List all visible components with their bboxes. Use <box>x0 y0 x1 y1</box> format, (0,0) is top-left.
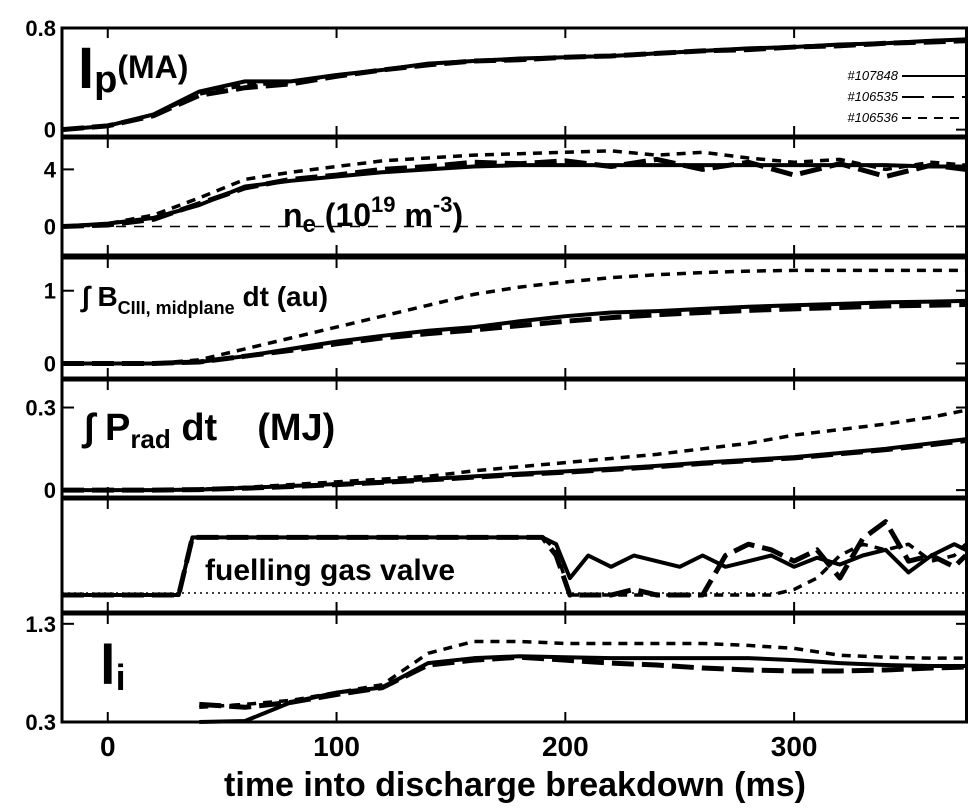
y-tick-label: 0 <box>44 118 56 143</box>
y-tick-label: 0 <box>44 351 56 376</box>
series-line <box>61 156 967 229</box>
series-line <box>199 639 966 710</box>
panel-label: li <box>100 633 126 698</box>
y-tick-label: 4 <box>44 157 57 182</box>
y-tick-label: 0 <box>44 478 56 503</box>
panel-label: fuelling gas valve <box>205 554 455 587</box>
panel-frame <box>60 378 968 499</box>
series-line <box>61 37 966 132</box>
panel-frame <box>60 612 968 724</box>
panel-label: ne (1019 m-3) <box>283 192 463 238</box>
y-tick-label: 1 <box>44 279 56 304</box>
panel-frame <box>60 256 968 380</box>
series-line <box>62 302 966 366</box>
series-line <box>61 38 966 133</box>
legend-label: #107848 <box>847 68 898 83</box>
series-line <box>62 408 967 492</box>
panel-label: ∫ Prad dt (MJ) <box>81 407 335 454</box>
x-tick-label: 300 <box>771 731 818 762</box>
series-line <box>62 519 968 598</box>
series-line <box>61 149 966 229</box>
legend-label: #106536 <box>847 110 898 125</box>
series-line <box>61 163 966 229</box>
y-tick-label: 0.3 <box>25 710 56 735</box>
panel-frame <box>60 497 968 614</box>
y-tick-label: 0.8 <box>25 16 56 41</box>
x-tick-label: 200 <box>542 731 589 762</box>
x-axis-title: time into discharge breakdown (ms) <box>224 766 806 804</box>
series-line <box>199 654 966 710</box>
y-tick-label: 0 <box>44 214 56 239</box>
panel-frame <box>60 136 968 257</box>
series-line <box>62 535 967 597</box>
series-line <box>199 654 966 724</box>
series-line <box>61 37 966 132</box>
y-tick-label: 1.3 <box>25 612 56 637</box>
panel-label: Ip(MA) <box>78 36 188 101</box>
series-line <box>62 268 966 366</box>
x-tick-label: 100 <box>313 731 360 762</box>
panel-frame <box>60 26 968 138</box>
legend-label: #106535 <box>847 89 898 104</box>
x-tick-label: 0 <box>100 731 116 762</box>
y-tick-label: 0.3 <box>25 396 56 421</box>
panel-label: ∫ BCIII, midplane dt (au) <box>80 281 328 318</box>
